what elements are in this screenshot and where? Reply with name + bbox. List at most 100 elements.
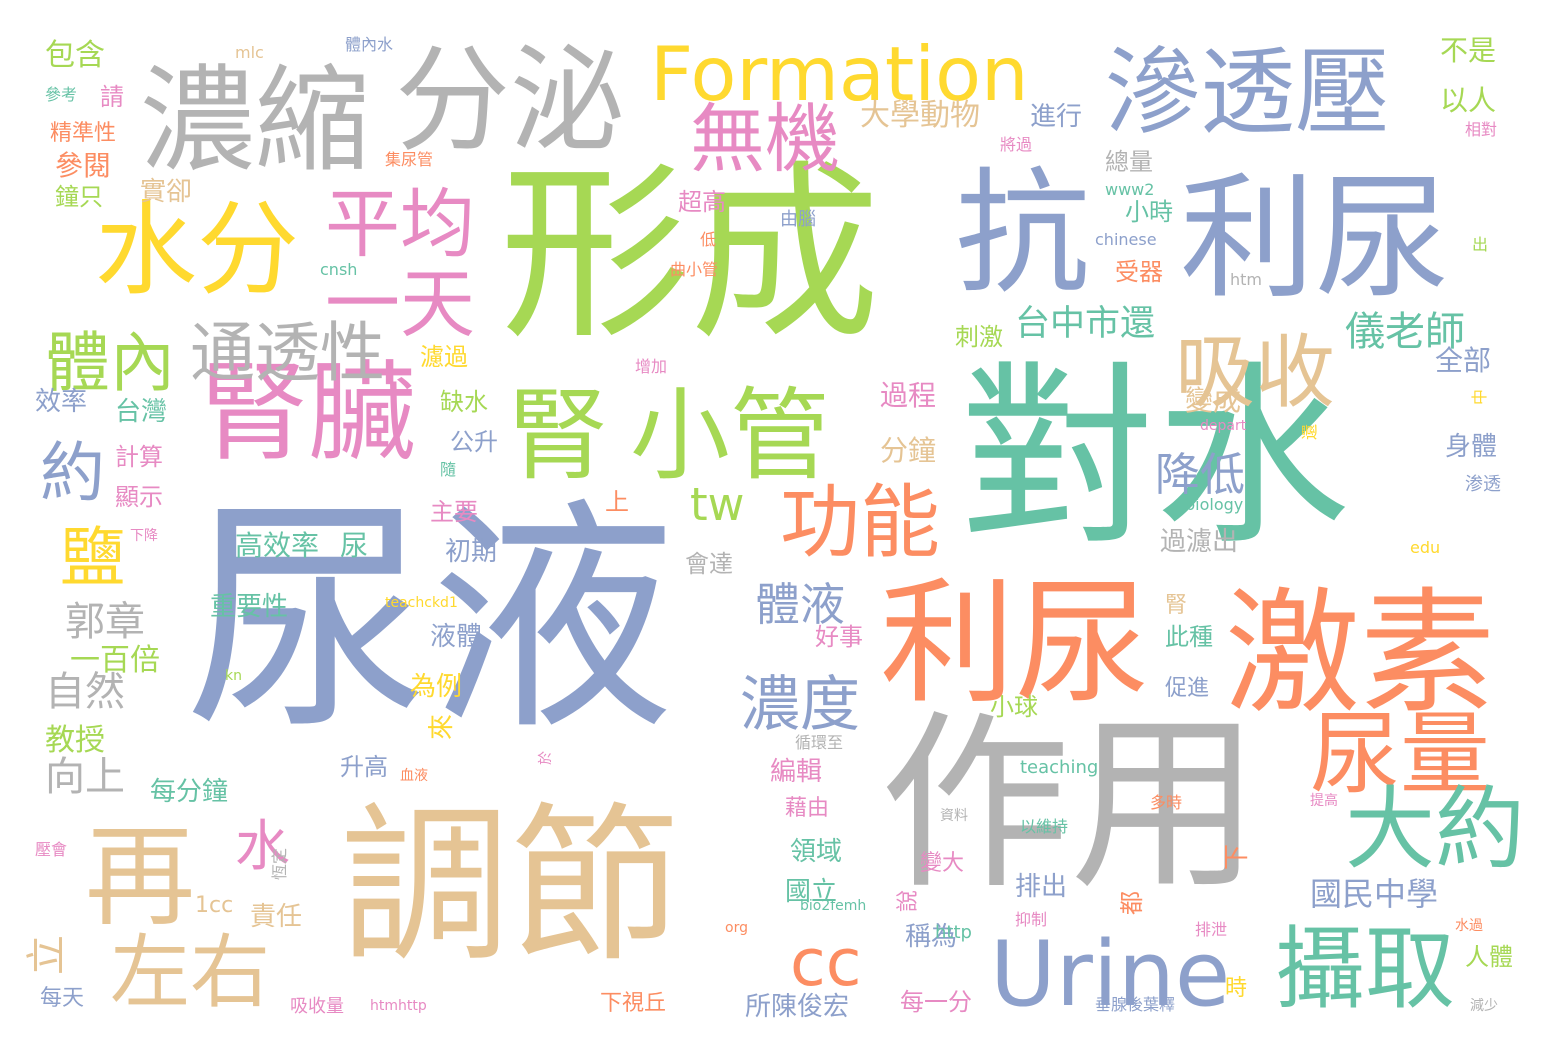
word-150: htmhttp bbox=[370, 998, 427, 1014]
word-18: 再 bbox=[85, 813, 195, 941]
word-27: 一天 bbox=[325, 260, 475, 348]
word-78: 全部 bbox=[1435, 344, 1491, 377]
word-21: 尿量 bbox=[1310, 702, 1490, 807]
word-140: 排泄 bbox=[1195, 920, 1227, 939]
word-99: biology bbox=[1185, 495, 1243, 514]
word-17: 小管 bbox=[630, 377, 830, 494]
word-130: 下 bbox=[1222, 844, 1252, 870]
word-100: 過濾出 bbox=[1160, 527, 1238, 557]
word-104: teachckd1 bbox=[385, 595, 458, 611]
word-39: 台中市還 bbox=[1015, 304, 1155, 344]
word-57: 進行 bbox=[1030, 102, 1082, 132]
word-69: 超高 bbox=[678, 188, 726, 216]
word-138: bio2femh bbox=[800, 898, 866, 914]
word-67: htm bbox=[1230, 270, 1262, 289]
word-71: 低 bbox=[700, 230, 716, 249]
word-36: 濃度 bbox=[740, 670, 860, 740]
word-12: 滲透壓 bbox=[1105, 38, 1390, 148]
word-132: 變大 bbox=[920, 851, 964, 876]
word-129: 領域 bbox=[790, 837, 842, 867]
word-114: 教授 bbox=[45, 723, 105, 758]
word-116: 循環至 bbox=[795, 733, 843, 752]
word-92: 渗透 bbox=[1465, 474, 1501, 495]
word-6: 抗 bbox=[955, 155, 1090, 312]
word-25: 功能 bbox=[780, 476, 940, 569]
word-134: 責任 bbox=[250, 902, 302, 932]
word-80: 效率 bbox=[35, 387, 87, 417]
word-123: 藉由 bbox=[785, 796, 829, 821]
word-51: 鐘只 bbox=[55, 183, 103, 211]
word-43: 郭章 bbox=[65, 599, 145, 645]
word-105: 好事 bbox=[815, 623, 863, 651]
word-118: 編輯 bbox=[770, 757, 822, 787]
word-42: 國民中學 bbox=[1310, 875, 1438, 913]
word-48: 請 bbox=[100, 83, 124, 111]
word-131: 恆定 bbox=[270, 848, 289, 880]
word-32: 鹽 bbox=[60, 521, 125, 596]
word-58: 不是 bbox=[1440, 34, 1496, 67]
word-49: 精準性 bbox=[50, 121, 116, 146]
word-7: 利尿 bbox=[1180, 160, 1450, 317]
word-10: 濃縮 bbox=[140, 54, 370, 188]
word-89: depart bbox=[1200, 418, 1247, 434]
word-45: 向上 bbox=[45, 754, 125, 800]
word-143: 說 bbox=[896, 890, 921, 912]
word-90: 還 bbox=[1300, 424, 1319, 440]
word-44: 自然 bbox=[45, 669, 125, 715]
word-53: 集尿管 bbox=[385, 150, 433, 169]
word-110: 為例 bbox=[410, 672, 462, 702]
word-68: 出 bbox=[1472, 235, 1488, 254]
word-9: 利尿 bbox=[880, 565, 1150, 722]
word-33: cc bbox=[790, 926, 861, 1001]
word-113: 小球 bbox=[990, 693, 1038, 721]
word-84: 過程 bbox=[880, 379, 936, 412]
word-83: 顯示 bbox=[115, 483, 163, 511]
word-34: tw bbox=[690, 478, 744, 531]
word-16: 腎 bbox=[508, 377, 608, 494]
word-47: 包含 bbox=[45, 38, 105, 73]
word-56: 體內水 bbox=[345, 35, 393, 54]
word-148: 每天 bbox=[40, 986, 84, 1011]
word-54: 參考 bbox=[45, 85, 77, 104]
word-82: 計算 bbox=[115, 443, 163, 471]
word-5: 調節 bbox=[340, 788, 680, 986]
word-15: 水分 bbox=[95, 191, 299, 310]
word-13: Formation bbox=[650, 30, 1029, 118]
word-4: 作用 bbox=[880, 694, 1260, 915]
word-153: 每一分 bbox=[900, 988, 972, 1016]
word-37: 體液 bbox=[755, 578, 845, 631]
word-14: 腎臟 bbox=[200, 351, 416, 476]
word-96: 高效率 bbox=[235, 529, 319, 562]
word-141: 水過 bbox=[1455, 918, 1483, 934]
word-1: 尿液 bbox=[185, 478, 675, 763]
word-126: 資料 bbox=[940, 808, 968, 824]
word-142: org bbox=[725, 920, 748, 936]
word-137: 都 bbox=[1118, 891, 1146, 915]
word-30: 通透性 bbox=[190, 316, 385, 391]
word-109: 液體 bbox=[430, 622, 482, 652]
word-93: 主要 bbox=[430, 498, 478, 526]
word-77: 缺水 bbox=[440, 388, 488, 416]
word-74: 刺激 bbox=[955, 323, 1003, 351]
word-154: 垂腺後葉釋 bbox=[1095, 995, 1175, 1014]
word-98: 下降 bbox=[130, 528, 158, 544]
word-52: 實卻 bbox=[140, 177, 192, 207]
word-94: 上 bbox=[605, 488, 629, 516]
word-63: www2 bbox=[1105, 180, 1154, 199]
word-72: 曲小管 bbox=[670, 260, 718, 279]
word-24: 左右 bbox=[110, 926, 270, 1019]
word-107: 此種 bbox=[1165, 623, 1213, 651]
word-151: 下視丘 bbox=[600, 991, 666, 1016]
word-88: 中 bbox=[1470, 389, 1489, 405]
word-64: 小時 bbox=[1125, 198, 1173, 226]
word-79: 變成 bbox=[1185, 384, 1241, 417]
word-41: 大學動物 bbox=[860, 98, 980, 133]
word-85: 分鐘 bbox=[880, 434, 936, 467]
word-119: 每分鐘 bbox=[150, 777, 228, 807]
word-112: 促進 bbox=[1165, 676, 1209, 701]
word-65: chinese bbox=[1095, 230, 1157, 249]
word-55: mlc bbox=[235, 43, 264, 62]
word-97: 尿 bbox=[340, 529, 368, 562]
word-86: 公升 bbox=[450, 428, 498, 456]
word-102: 會達 bbox=[685, 550, 733, 578]
